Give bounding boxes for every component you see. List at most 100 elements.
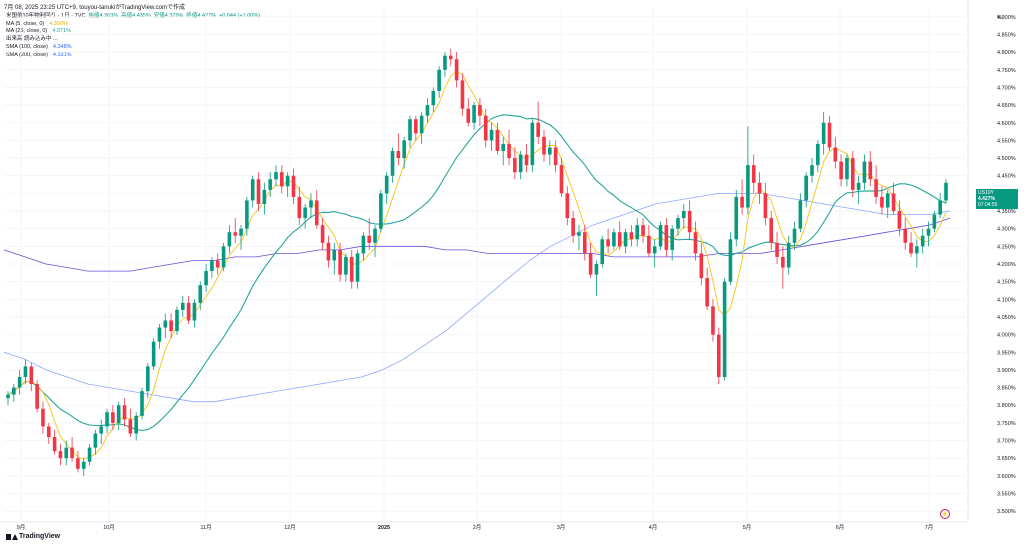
candle-body bbox=[699, 253, 704, 279]
candle-body bbox=[676, 218, 680, 229]
candle-body bbox=[373, 228, 377, 243]
y-tick-label: 4.350% bbox=[997, 209, 1016, 215]
candle-body bbox=[530, 122, 535, 166]
candle-body bbox=[414, 119, 418, 134]
candle-body bbox=[198, 285, 203, 303]
x-axis[interactable]: 9月 10月 11月 12月 2025 2月 3月 4月 5月 6月 7月 bbox=[0, 521, 968, 531]
y-tick-label: 3.650% bbox=[997, 456, 1016, 462]
x-tick-label: 9月 bbox=[17, 524, 26, 531]
y-axis[interactable]: 4.900% 4.850% 4.800% 4.750% 4.700% 4.650% 4.60… bbox=[967, 0, 1016, 522]
indicator-ma5[interactable]: MA (5, close, 0) 4.350% bbox=[6, 21, 260, 29]
candle-body bbox=[245, 200, 249, 229]
candle-body bbox=[419, 115, 424, 134]
goto-realtime-button[interactable]: ⚡ bbox=[940, 509, 950, 519]
candle-body bbox=[833, 147, 838, 162]
indicator-value: 4.348% bbox=[52, 43, 72, 50]
candle-body bbox=[623, 232, 628, 247]
indicator-sma100[interactable]: SMA (100, close) 4.348% bbox=[6, 44, 260, 52]
candle-body bbox=[862, 161, 867, 183]
candle-body bbox=[821, 122, 826, 144]
candle-body bbox=[402, 140, 406, 159]
candle-body bbox=[41, 408, 45, 427]
candle-body bbox=[553, 147, 558, 166]
candle-body bbox=[58, 451, 63, 459]
candle-body bbox=[501, 143, 506, 152]
candle-body bbox=[443, 55, 447, 70]
candle-body bbox=[344, 256, 348, 275]
candle-body bbox=[396, 151, 401, 159]
candle-body bbox=[612, 232, 616, 247]
y-tick-label: 3.750% bbox=[997, 421, 1016, 427]
candle-body bbox=[635, 225, 640, 240]
candle-body bbox=[262, 189, 267, 204]
candle-body bbox=[711, 306, 715, 335]
candle-body bbox=[856, 182, 861, 190]
candle-body bbox=[128, 419, 133, 434]
timestamp: 7月 08, 2025 23:25 UTC+9, bbox=[4, 5, 78, 11]
legend: 米国債10年物利回り · 1日 · TVC 始値4.383% 高値4.435% … bbox=[6, 13, 260, 59]
candle-body bbox=[472, 105, 476, 123]
y-tick-label: 4.300% bbox=[997, 227, 1016, 233]
candle-body bbox=[303, 207, 307, 219]
candle-body bbox=[938, 200, 942, 215]
candle-body bbox=[915, 246, 919, 254]
candle-body bbox=[763, 193, 768, 219]
ohlc-change: +0.044 (+1.00%) bbox=[219, 13, 261, 19]
candle-body bbox=[571, 218, 575, 236]
candle-body bbox=[215, 260, 220, 268]
candle-body bbox=[99, 426, 104, 434]
candle-body bbox=[280, 172, 284, 187]
candle-body bbox=[757, 182, 762, 194]
candle-body bbox=[169, 320, 173, 332]
sma200-path bbox=[3, 217, 951, 272]
x-tick-label: 7月 bbox=[925, 524, 934, 531]
candle-body bbox=[920, 235, 925, 247]
candle-body bbox=[361, 235, 366, 254]
tradingview-logo-text: TradingView bbox=[19, 533, 61, 540]
author[interactable]: touyou-tanuki bbox=[79, 5, 116, 11]
price-tag-symbol: US10Y bbox=[978, 190, 994, 196]
ohlc-low: 安値4.379% bbox=[153, 13, 184, 19]
candle-body bbox=[885, 193, 890, 208]
candle-body bbox=[320, 225, 325, 243]
candle-body bbox=[460, 80, 465, 109]
candle-body bbox=[175, 309, 179, 332]
candle-body bbox=[111, 412, 115, 423]
candle-body bbox=[728, 239, 733, 282]
indicator-value: 4.350% bbox=[49, 20, 68, 27]
candle-body bbox=[268, 179, 272, 190]
candle-body bbox=[309, 200, 313, 208]
candle-body bbox=[670, 228, 674, 250]
symbol-line[interactable]: 米国債10年物利回り · 1日 · TVC 始値4.383% 高値4.435% … bbox=[6, 13, 260, 21]
indicator-volume[interactable]: 出来高 読み込み中 ... bbox=[6, 36, 260, 44]
y-tick-label: 4.800% bbox=[997, 50, 1016, 56]
candle-body bbox=[827, 122, 832, 148]
candles bbox=[6, 48, 948, 476]
candle-body bbox=[81, 461, 86, 469]
indicator-ma25[interactable]: MA (25, close, 0) 4.371% bbox=[6, 28, 260, 36]
y-tick-label: 4.250% bbox=[997, 244, 1016, 250]
tradingview-logo[interactable]: TradingView bbox=[6, 533, 60, 540]
y-tick-label: 4.000% bbox=[997, 333, 1016, 339]
candle-body bbox=[682, 211, 686, 219]
indicator-sma200[interactable]: SMA (200, close) 4.331% bbox=[6, 52, 260, 60]
grid bbox=[4, 8, 966, 520]
published-on: がTradingView.comで作成 bbox=[115, 5, 185, 11]
candle-body bbox=[332, 249, 337, 261]
x-tick-label: 6月 bbox=[836, 524, 845, 531]
candle-body bbox=[180, 302, 185, 310]
candle-body bbox=[326, 242, 331, 261]
candle-body bbox=[606, 239, 610, 247]
y-tick-label: 4.100% bbox=[997, 297, 1016, 303]
candle-body bbox=[221, 246, 226, 268]
y-tick-label: 4.900% bbox=[997, 15, 1016, 21]
sma200-line bbox=[3, 217, 951, 272]
candle-body bbox=[944, 182, 948, 201]
candle-body bbox=[693, 232, 698, 254]
candle-body bbox=[23, 366, 28, 377]
indicator-value: 4.331% bbox=[52, 51, 72, 58]
candle-body bbox=[454, 59, 459, 81]
candle-body bbox=[146, 366, 150, 392]
